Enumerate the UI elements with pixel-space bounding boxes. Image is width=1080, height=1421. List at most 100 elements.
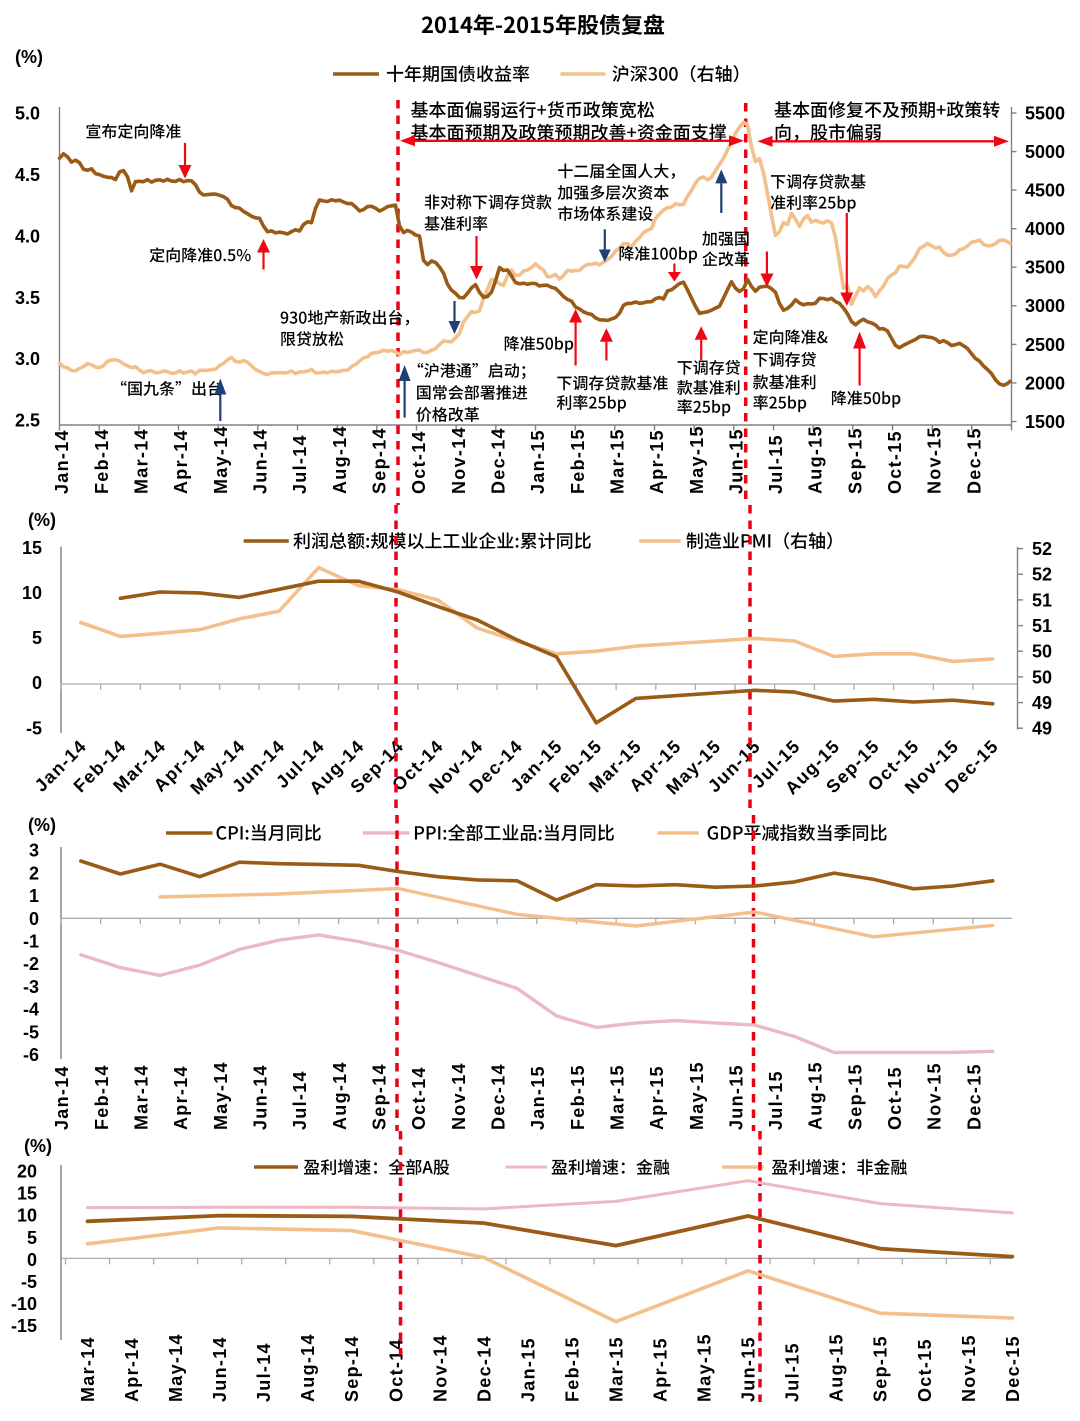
- svg-text:Oct-15: Oct-15: [915, 1338, 935, 1402]
- svg-text:Jun-14: Jun-14: [210, 1336, 230, 1402]
- svg-text:1: 1: [29, 886, 39, 906]
- svg-text:3500: 3500: [1025, 258, 1065, 278]
- svg-text:Jul-15: Jul-15: [766, 434, 786, 494]
- svg-text:Apr-14: Apr-14: [122, 1337, 142, 1402]
- svg-text:Apr-14: Apr-14: [171, 429, 191, 494]
- svg-text:15: 15: [17, 1184, 37, 1204]
- svg-text:2500: 2500: [1025, 335, 1065, 355]
- svg-text:Jul-14: Jul-14: [290, 1070, 310, 1130]
- svg-text:Jun-15: Jun-15: [739, 1336, 759, 1402]
- svg-text:Mar-15: Mar-15: [607, 1336, 627, 1402]
- svg-text:Mar-15: Mar-15: [607, 1064, 627, 1130]
- svg-text:Oct-15: Oct-15: [885, 430, 905, 494]
- svg-text:Aug-14: Aug-14: [298, 1333, 318, 1402]
- svg-text:2: 2: [29, 863, 39, 883]
- svg-text:May-14: May-14: [166, 1333, 186, 1402]
- svg-text:May-15: May-15: [695, 1333, 715, 1402]
- svg-text:Nov-15: Nov-15: [925, 426, 945, 494]
- svg-text:51: 51: [1032, 616, 1052, 636]
- svg-text:Nov-14: Nov-14: [449, 426, 469, 494]
- svg-text:Jan-14: Jan-14: [52, 429, 72, 494]
- svg-text:(%): (%): [24, 1136, 52, 1156]
- svg-text:-6: -6: [23, 1045, 39, 1065]
- svg-text:Oct-14: Oct-14: [409, 1066, 429, 1130]
- svg-text:Oct-14: Oct-14: [409, 430, 429, 494]
- svg-text:-15: -15: [11, 1316, 37, 1336]
- svg-text:51: 51: [1032, 590, 1052, 610]
- svg-text:Sep-15: Sep-15: [845, 427, 865, 494]
- svg-text:Sep-14: Sep-14: [370, 427, 390, 494]
- svg-text:3: 3: [29, 841, 39, 861]
- svg-text:3.0: 3.0: [15, 349, 40, 369]
- svg-text:Feb-14: Feb-14: [92, 428, 112, 494]
- svg-text:50: 50: [1032, 642, 1052, 662]
- svg-text:3000: 3000: [1025, 296, 1065, 316]
- svg-text:Oct-14: Oct-14: [386, 1338, 406, 1402]
- svg-text:Jul-14: Jul-14: [254, 1342, 274, 1402]
- svg-text:Feb-14: Feb-14: [92, 1064, 112, 1130]
- svg-text:Jun-15: Jun-15: [726, 1064, 746, 1130]
- svg-text:Jul-14: Jul-14: [290, 434, 310, 494]
- svg-text:10: 10: [17, 1206, 37, 1226]
- svg-text:1500: 1500: [1025, 412, 1065, 432]
- svg-text:2.5: 2.5: [15, 411, 40, 431]
- svg-text:Jul-15: Jul-15: [783, 1342, 803, 1402]
- svg-text:52: 52: [1032, 565, 1052, 585]
- svg-text:Mar-14: Mar-14: [132, 428, 152, 494]
- svg-text:Jan-15: Jan-15: [528, 429, 548, 494]
- svg-text:Oct-15: Oct-15: [885, 1066, 905, 1130]
- svg-text:Mar-14: Mar-14: [132, 1064, 152, 1130]
- svg-text:Dec-15: Dec-15: [1003, 1335, 1023, 1402]
- svg-text:Jul-15: Jul-15: [766, 1070, 786, 1130]
- svg-text:-5: -5: [26, 718, 42, 738]
- svg-text:49: 49: [1032, 719, 1052, 739]
- svg-text:52: 52: [1032, 539, 1052, 559]
- svg-text:0: 0: [32, 673, 42, 693]
- svg-text:5000: 5000: [1025, 142, 1065, 162]
- svg-text:4500: 4500: [1025, 181, 1065, 201]
- svg-text:3.5: 3.5: [15, 288, 40, 308]
- svg-text:Dec-14: Dec-14: [474, 1335, 494, 1402]
- svg-text:Jan-15: Jan-15: [528, 1065, 548, 1130]
- svg-text:Dec-15: Dec-15: [964, 1063, 984, 1130]
- svg-text:-3: -3: [23, 977, 39, 997]
- svg-text:-10: -10: [11, 1294, 37, 1314]
- svg-text:May-14: May-14: [211, 1061, 231, 1130]
- svg-text:-2: -2: [23, 954, 39, 974]
- svg-text:Sep-15: Sep-15: [871, 1335, 891, 1402]
- svg-text:May-15: May-15: [687, 425, 707, 494]
- svg-text:Aug-15: Aug-15: [806, 425, 826, 494]
- svg-text:Sep-15: Sep-15: [845, 1063, 865, 1130]
- svg-text:10: 10: [22, 583, 42, 603]
- svg-text:5500: 5500: [1025, 103, 1065, 123]
- svg-text:(%): (%): [28, 510, 56, 530]
- svg-text:Nov-14: Nov-14: [449, 1062, 469, 1130]
- svg-text:Jun-15: Jun-15: [726, 428, 746, 494]
- svg-text:Jun-14: Jun-14: [251, 1064, 271, 1130]
- svg-text:Sep-14: Sep-14: [370, 1063, 390, 1130]
- svg-text:5: 5: [27, 1228, 37, 1248]
- svg-text:Mar-14: Mar-14: [78, 1336, 98, 1402]
- svg-text:Apr-15: Apr-15: [647, 429, 667, 494]
- svg-text:Aug-14: Aug-14: [330, 425, 350, 494]
- svg-text:Aug-14: Aug-14: [330, 1061, 350, 1130]
- svg-text:4000: 4000: [1025, 219, 1065, 239]
- svg-text:Mar-15: Mar-15: [607, 428, 627, 494]
- svg-text:0: 0: [27, 1250, 37, 1270]
- svg-text:Apr-15: Apr-15: [647, 1065, 667, 1130]
- svg-text:Apr-15: Apr-15: [651, 1337, 671, 1402]
- svg-text:Aug-15: Aug-15: [806, 1061, 826, 1130]
- svg-text:50: 50: [1032, 667, 1052, 687]
- svg-text:Apr-14: Apr-14: [171, 1065, 191, 1130]
- svg-text:-1: -1: [23, 932, 39, 952]
- svg-text:(%): (%): [15, 47, 43, 67]
- svg-text:Sep-14: Sep-14: [342, 1335, 362, 1402]
- svg-text:May-14: May-14: [211, 425, 231, 494]
- svg-text:5.0: 5.0: [15, 103, 40, 123]
- svg-text:0: 0: [29, 909, 39, 929]
- svg-text:Feb-15: Feb-15: [568, 1064, 588, 1130]
- svg-text:Dec-14: Dec-14: [489, 1063, 509, 1130]
- svg-text:5: 5: [32, 628, 42, 648]
- svg-text:Feb-15: Feb-15: [568, 428, 588, 494]
- svg-text:20: 20: [17, 1162, 37, 1182]
